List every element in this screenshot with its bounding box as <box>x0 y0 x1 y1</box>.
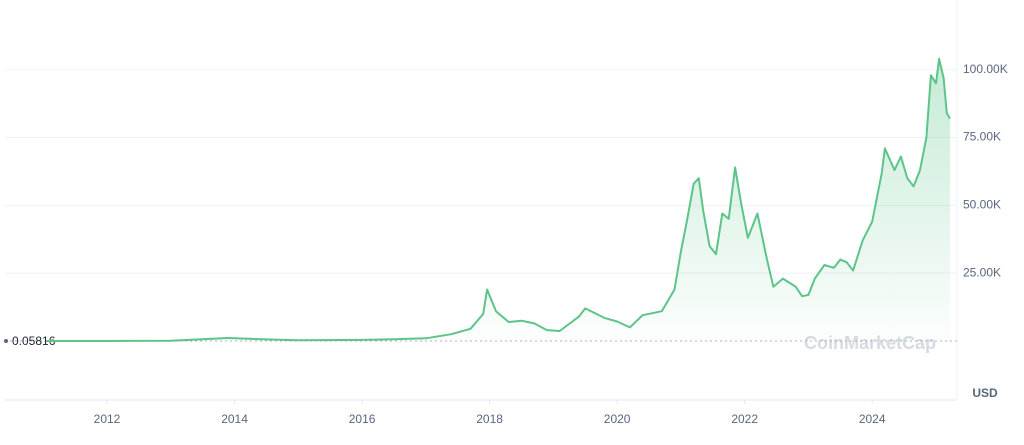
price-area <box>46 58 950 342</box>
x-tick-label: 2016 <box>349 412 376 426</box>
x-tick-label: 2020 <box>604 412 631 426</box>
x-tick-label: 2024 <box>859 412 886 426</box>
unit-label: USD <box>972 386 998 400</box>
x-tick-label: 2022 <box>731 412 758 426</box>
y-tick-label: 50.00K <box>963 198 1001 212</box>
baseline-dot <box>4 338 8 343</box>
y-tick-label: 100.00K <box>963 62 1008 76</box>
x-tick-label: 2014 <box>221 412 248 426</box>
y-tick-label: 25.00K <box>963 265 1001 279</box>
price-line <box>46 57 951 342</box>
x-tick-label: 2018 <box>476 412 503 426</box>
baseline-label: 0.05816 <box>12 334 56 348</box>
x-tick-label: 2012 <box>94 412 121 426</box>
y-tick-label: 75.00K <box>963 130 1001 144</box>
